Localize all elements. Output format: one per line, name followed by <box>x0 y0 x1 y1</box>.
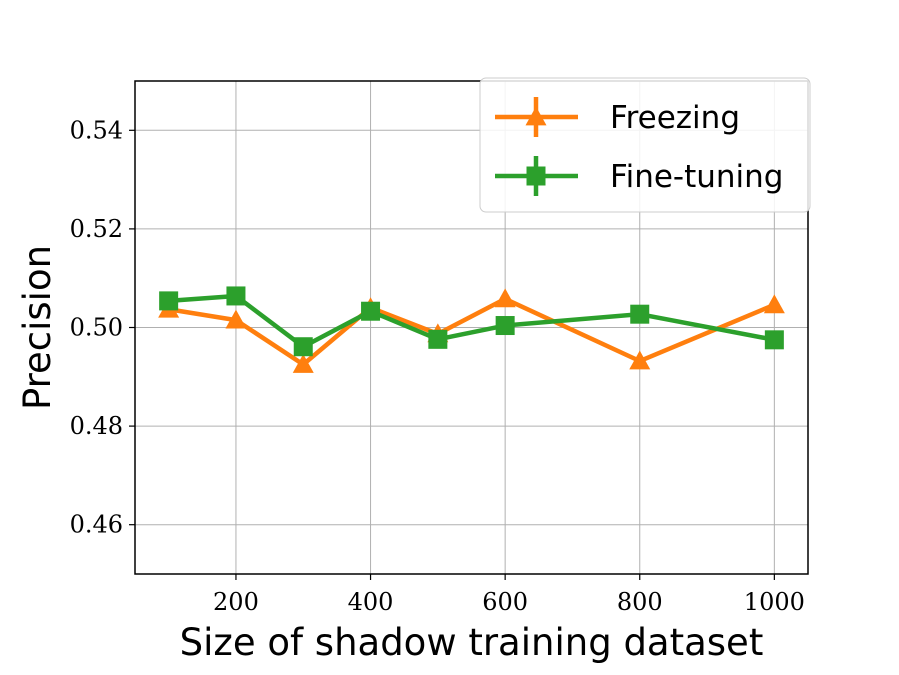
legend-item: Freezing <box>495 97 740 137</box>
y-axis-label: Precision <box>16 245 59 410</box>
series-fine-tuning <box>159 286 784 357</box>
y-tick-label: 0.50 <box>70 314 123 342</box>
legend-box <box>479 77 811 213</box>
legend: Freezing Fine-tuning <box>479 77 811 213</box>
x-tick-label: 1000 <box>744 588 805 616</box>
data-point <box>292 353 314 373</box>
x-tick-label: 800 <box>617 588 663 616</box>
data-point <box>159 291 179 311</box>
plot-frame <box>134 80 809 575</box>
legend-label: Fine-tuning <box>610 159 783 195</box>
series-line <box>168 296 776 367</box>
data-point <box>225 309 247 329</box>
x-tick-label: 400 <box>348 588 394 616</box>
data-point <box>226 286 246 306</box>
y-axis-ticks: 0.46 0.48 0.50 0.52 0.54 <box>70 116 135 539</box>
legend-marker <box>526 166 546 186</box>
y-tick-label: 0.54 <box>70 116 123 144</box>
legend-label: Freezing <box>610 100 740 136</box>
data-point <box>361 301 381 321</box>
y-tick-label: 0.46 <box>70 511 123 539</box>
y-tick-label: 0.48 <box>70 412 123 440</box>
data-point <box>428 329 448 349</box>
x-axis-label: Size of shadow training dataset <box>180 621 764 664</box>
data-point <box>495 316 515 336</box>
x-tick-label: 600 <box>482 588 528 616</box>
data-point <box>494 288 516 308</box>
x-axis-ticks: 200 400 600 800 1000 <box>213 574 805 616</box>
data-point <box>764 330 784 350</box>
data-point <box>629 350 651 370</box>
series-line <box>168 293 775 349</box>
data-point <box>763 294 785 314</box>
x-tick-label: 200 <box>213 588 259 616</box>
series-layer <box>158 286 785 373</box>
legend-marker <box>525 106 547 126</box>
y-tick-label: 0.52 <box>70 215 123 243</box>
data-point <box>293 337 313 357</box>
data-point <box>630 304 650 324</box>
legend-item: Fine-tuning <box>495 156 783 196</box>
